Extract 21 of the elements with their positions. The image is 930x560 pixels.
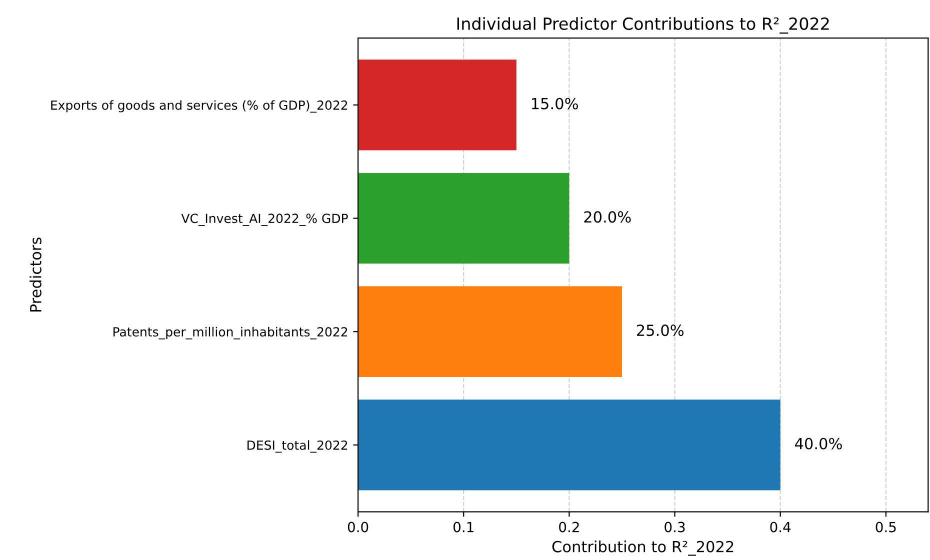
x-tick-label: 0.1 <box>453 522 474 532</box>
x-tick-label: 0.2 <box>559 522 579 532</box>
y-axis-title: Predictors <box>30 238 42 312</box>
x-tick-label: 0.4 <box>770 522 791 532</box>
chart-title: Individual Predictor Contributions to R²_2022 <box>457 17 829 34</box>
bar <box>358 286 622 377</box>
data-label: 20.0% <box>584 211 631 223</box>
data-label: 25.0% <box>636 324 684 336</box>
y-tick-label: VC_Invest_AI_2022_% GDP <box>181 214 348 226</box>
y-tick-label: DESI_total_2022 <box>248 440 348 453</box>
x-tick-label: 0.5 <box>876 522 896 532</box>
y-tick-label: Patents_per_million_inhabitants_2022 <box>114 326 348 340</box>
bar <box>358 400 780 490</box>
x-tick-label: 0.3 <box>664 522 685 532</box>
x-axis-title: Contribution to R²_2022 <box>552 540 734 556</box>
y-tick-label: Exports of goods and services (% of GDP)_2022 <box>51 100 348 113</box>
bar <box>358 60 516 150</box>
bar <box>358 172 570 264</box>
data-label: 40.0% <box>794 438 842 450</box>
data-label: 15.0% <box>532 98 578 110</box>
x-tick-label: 0.0 <box>348 522 368 532</box>
